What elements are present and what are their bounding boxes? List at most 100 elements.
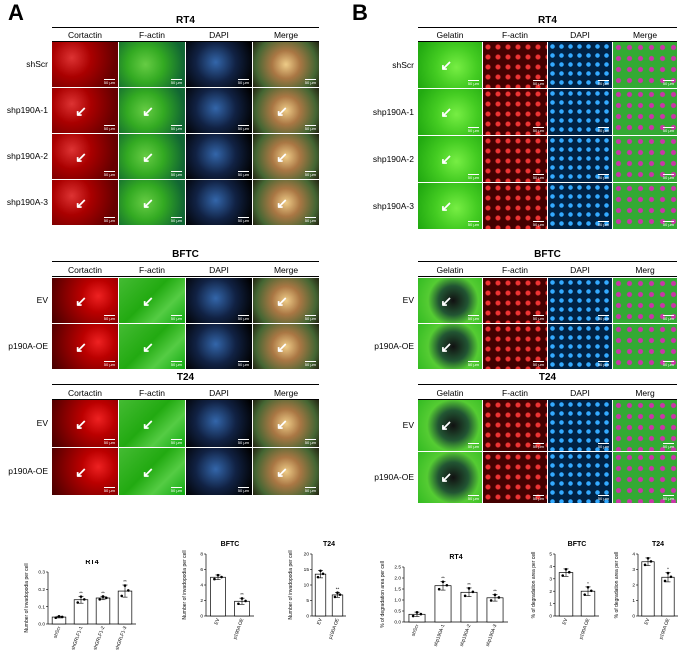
column-label: Merge (273, 388, 299, 398)
chart-title: BFTC (221, 541, 240, 548)
x-tick-label: shScr (53, 625, 63, 639)
scale-bar-label: 50 μm (304, 79, 317, 85)
x-tick-label: shGRLF1-3 (114, 625, 128, 651)
x-tick-label: EV (562, 617, 570, 626)
micrograph-tile: 50 μm ↙ (253, 180, 319, 225)
scale-bar-label: 50 μm (467, 315, 480, 321)
bar (331, 594, 344, 617)
bar (661, 576, 675, 617)
x-tick-label: EV (214, 617, 222, 626)
data-point (82, 598, 86, 601)
scale-bar-label: 50 μm (597, 80, 610, 86)
micrograph-tile: 50 μm (613, 400, 677, 451)
data-point (489, 599, 493, 602)
x-tick-label: shGRLF1-2 (92, 625, 106, 651)
x-tick-label: shp190A-1 (433, 623, 447, 647)
section-divider (418, 27, 677, 28)
arrow-icon: ↙ (440, 339, 453, 356)
scale-bar-label: 50 μm (103, 315, 116, 321)
micrograph-tile: 50 μm ↙ (418, 89, 482, 135)
scale-bar-label: 50 μm (170, 487, 183, 493)
scale-bar-label: 50 μm (237, 487, 250, 493)
row-label: shp190A-3 (6, 197, 48, 207)
data-point (60, 615, 64, 619)
data-point (583, 593, 587, 596)
column-label: DAPI (570, 388, 590, 398)
scale-bar-label: 50 μm (662, 127, 675, 133)
micrograph-tile: 50 μm (186, 448, 252, 495)
micrograph-tile: 50 μm (548, 278, 612, 323)
scale-bar-label: 50 μm (170, 217, 183, 223)
micrograph-tile: 50 μm (483, 452, 547, 503)
scale-bar-label: 50 μm (532, 361, 545, 367)
significance-label: * (587, 581, 589, 586)
data-point (104, 596, 108, 600)
bar (434, 585, 452, 623)
bar (558, 572, 574, 617)
micrograph-tile: 50 μm (253, 42, 319, 87)
scale-bar-label: 50 μm (103, 171, 116, 177)
data-point (493, 593, 497, 597)
data-point (123, 584, 127, 587)
panel-a-letter: A (8, 0, 24, 25)
scale-bar-label: 50 μm (467, 174, 480, 180)
data-point (467, 587, 471, 590)
micrograph-tile: 50 μm ↙ (119, 448, 185, 495)
arrow-icon: ↙ (75, 463, 87, 480)
row-label: shScr (26, 59, 48, 69)
arrow-icon: ↙ (75, 195, 87, 212)
scale-bar-label: 50 μm (467, 80, 480, 86)
chart: T24 Number of invadopodia per cell 0 5 10 15 2… (278, 532, 352, 652)
y-tick-label: 2 (632, 583, 635, 589)
data-point (216, 573, 220, 577)
scale-bar-label: 50 μm (304, 439, 317, 445)
data-point (316, 575, 320, 579)
scale-bar-label: 50 μm (103, 125, 116, 131)
micrograph-tile: 50 μm (613, 452, 677, 503)
column-label: Cortactin (67, 30, 102, 40)
data-point (441, 580, 445, 584)
data-point (120, 594, 124, 598)
micrograph-tile: 50 μm (186, 278, 252, 323)
micrograph-tile: 50 μm (483, 400, 547, 451)
scale-bar-label: 50 μm (662, 221, 675, 227)
chart: BFTC Number of invadopodia per cell 0 2 4 6 8 E… (168, 532, 262, 652)
column-divider (52, 276, 319, 277)
arrow-icon: ↙ (75, 293, 87, 310)
data-point (54, 616, 58, 620)
scale-bar-label: 50 μm (103, 217, 116, 223)
y-tick-label: 8 (200, 552, 203, 558)
section-title: RT4 (538, 15, 557, 26)
arrow-icon: ↙ (276, 415, 288, 432)
column-label: F-actin (502, 388, 528, 398)
arrow-icon: ↙ (440, 293, 453, 310)
arrow-icon: ↙ (276, 195, 288, 212)
x-tick-label: shp190A-3 (485, 623, 499, 647)
micrograph-tile: 50 μm ↙ (52, 448, 118, 495)
micrograph-tile: 50 μm (186, 180, 252, 225)
row-label: shp190A-1 (372, 106, 414, 117)
micrograph-tile: 50 μm (548, 183, 612, 229)
y-tick-label: 0.0 (38, 622, 45, 628)
arrow-icon: ↙ (142, 293, 154, 310)
scale-bar-label: 50 μm (103, 361, 116, 367)
y-tick-label: 0 (632, 614, 635, 620)
micrograph-tile: 50 μm (186, 400, 252, 447)
arrow-icon: ↙ (142, 195, 154, 212)
bar (210, 576, 226, 617)
arrow-icon: ↙ (75, 103, 87, 120)
y-tick-label: 2.5 (394, 565, 401, 571)
y-tick-label: 2 (200, 598, 203, 604)
column-label: Merge (632, 30, 658, 40)
column-label: DAPI (570, 30, 590, 40)
section-title: T24 (538, 372, 557, 383)
data-point (338, 593, 342, 596)
scale-bar-label: 50 μm (467, 127, 480, 133)
scale-bar-label: 50 μm (532, 221, 545, 227)
scale-bar-label: 50 μm (467, 443, 480, 449)
column-divider (52, 41, 319, 42)
row-label: EV (402, 295, 414, 305)
arrow-icon: ↙ (75, 339, 87, 356)
data-point (411, 614, 415, 618)
row-label: EV (36, 418, 48, 428)
